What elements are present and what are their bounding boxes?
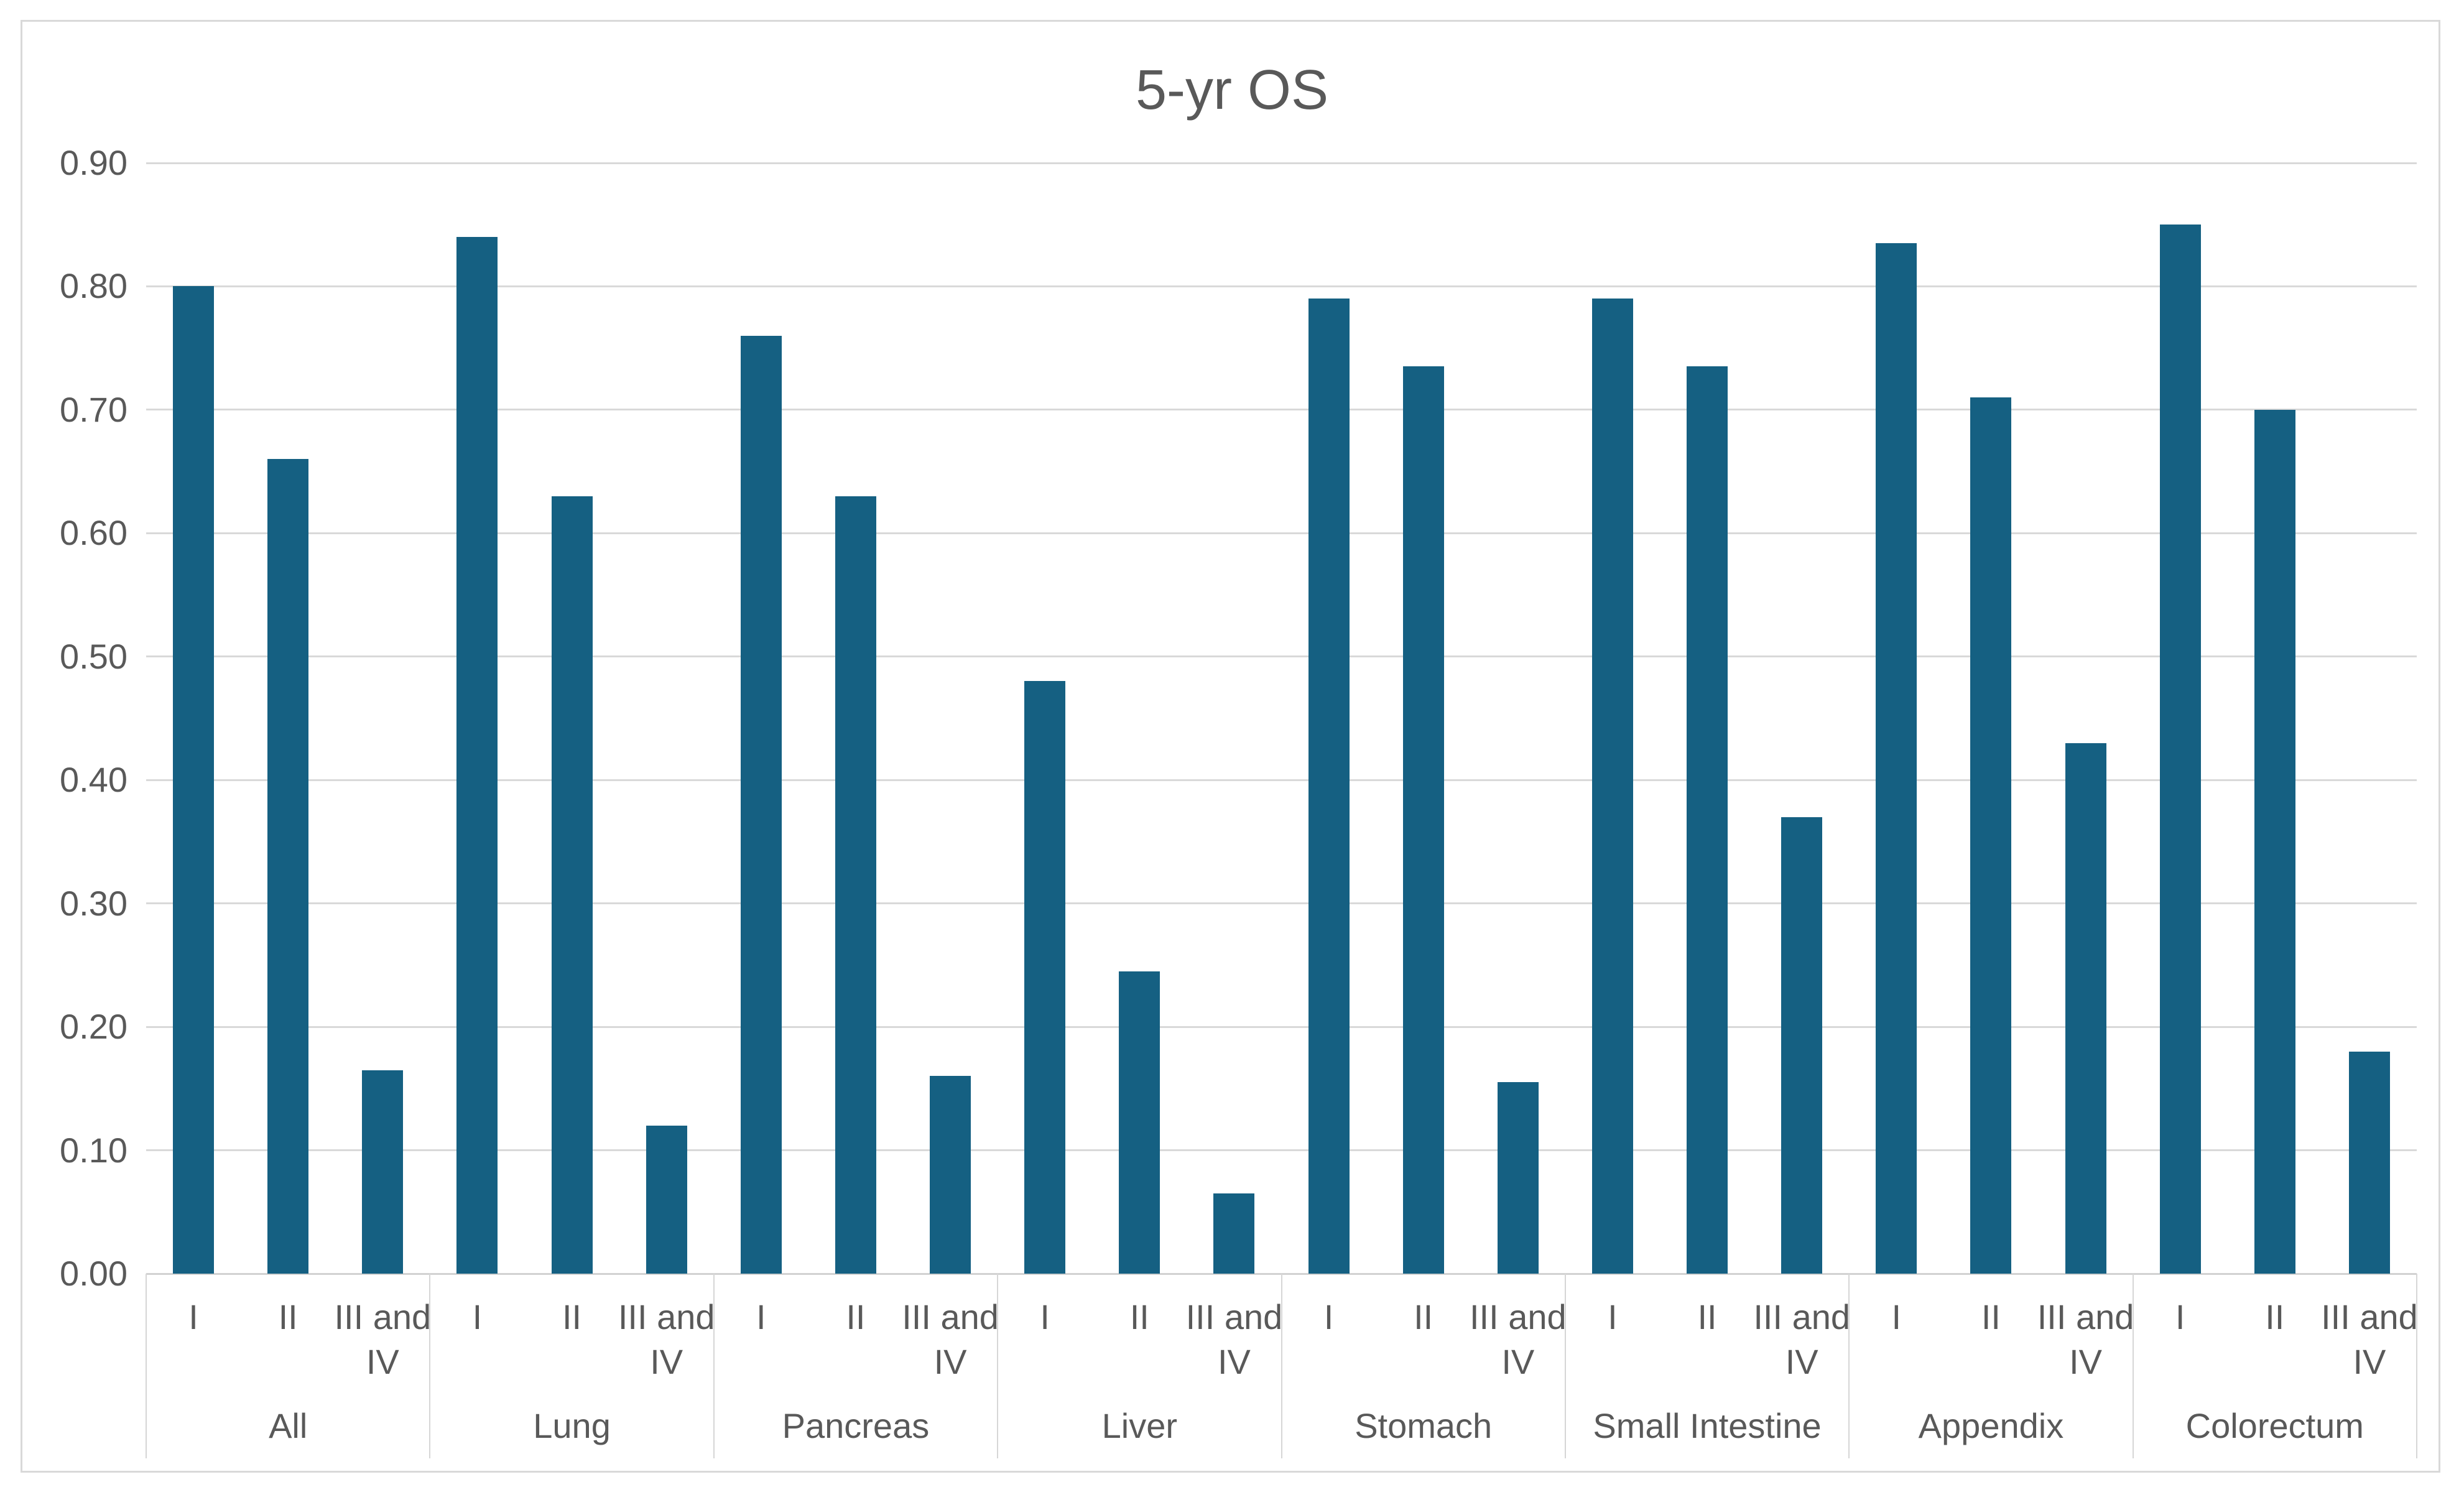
bar-colorectum-iii-and-iv [2348,1051,2390,1274]
stage-label: III and IV [1469,1297,1567,1381]
gridline [146,902,2417,905]
category-divider [1848,1274,1850,1458]
bar-small-intestine-iii-and-iv [1781,817,1823,1274]
bar-colorectum-i [2159,225,2201,1274]
bar-all-ii [267,459,309,1274]
stage-label: I [472,1297,483,1336]
y-axis-tick-label: 0.20 [60,1007,127,1047]
category-label: Pancreas [782,1406,930,1445]
stage-label: III and IV [1185,1297,1283,1381]
category-divider [2132,1274,2134,1458]
y-axis-tick-label: 0.40 [60,760,127,800]
y-axis-tick-label: 0.70 [60,389,127,429]
gridline [146,779,2417,781]
stage-label: III and IV [1753,1297,1851,1381]
bar-small-intestine-ii [1687,366,1728,1274]
stage-label: I [2175,1297,2185,1336]
category-divider [1281,1274,1282,1458]
gridline [146,162,2417,164]
bar-stomach-iii-and-iv [1497,1082,1539,1274]
bar-appendix-i [1876,243,1917,1274]
stage-label: III and IV [334,1297,432,1381]
y-axis-tick-label: 0.50 [60,636,127,676]
stage-label: III and IV [902,1297,999,1381]
bar-lung-i [456,237,498,1274]
bar-appendix-iii-and-iv [2065,743,2106,1274]
stage-label: II [2265,1297,2285,1336]
gridline [146,285,2417,287]
category-divider [997,1274,999,1458]
gridline [146,532,2417,534]
stage-label: I [1323,1297,1334,1336]
category-divider [429,1274,431,1458]
bar-liver-ii [1119,971,1160,1274]
stage-label: III and IV [2037,1297,2134,1381]
stage-label: II [562,1297,582,1336]
bar-all-i [173,286,215,1274]
bar-appendix-ii [1970,397,2012,1274]
stage-label: I [1891,1297,1902,1336]
category-label: Appendix [1918,1406,2064,1445]
stage-label: II [1129,1297,1149,1336]
category-label: Colorectum [2185,1406,2364,1445]
bar-all-iii-and-iv [362,1070,404,1274]
y-axis-tick-label: 0.30 [60,883,127,923]
bar-lung-iii-and-iv [646,1125,687,1274]
bar-pancreas-i [740,335,782,1274]
y-axis-tick-label: 0.80 [60,266,127,306]
y-axis-tick-label: 0.60 [60,513,127,553]
bar-stomach-i [1308,299,1350,1274]
stage-label: II [1981,1297,2001,1336]
category-label: Stomach [1355,1406,1493,1445]
gridline [146,1149,2417,1152]
stage-label: I [1040,1297,1050,1336]
bar-stomach-ii [1402,366,1444,1274]
stage-label: II [846,1297,866,1336]
gridline [146,1026,2417,1028]
stage-label: III and IV [618,1297,715,1381]
category-label: Small Intestine [1593,1406,1822,1445]
bar-pancreas-ii [835,496,876,1274]
y-axis-tick-label: 0.90 [60,143,127,182]
stage-label: III and IV [2321,1297,2418,1381]
stage-label: I [1608,1297,1618,1336]
category-label: Liver [1101,1406,1177,1445]
y-axis-tick-label: 0.00 [60,1254,127,1293]
gridline [146,655,2417,658]
bar-small-intestine-i [1591,299,1633,1274]
bar-liver-iii-and-iv [1213,1193,1255,1274]
category-label: All [269,1406,308,1445]
category-divider [713,1274,715,1458]
gridline [146,409,2417,411]
stage-label: II [1414,1297,1433,1336]
category-divider [146,1274,147,1458]
bar-pancreas-iii-and-iv [930,1076,971,1274]
stage-label: I [756,1297,766,1336]
chart-title: 5-yr OS [1135,59,1329,121]
stage-label: I [188,1297,198,1336]
bar-colorectum-ii [2254,409,2295,1274]
y-axis-tick-label: 0.10 [60,1130,127,1170]
category-divider [1564,1274,1566,1458]
stage-label: II [278,1297,298,1336]
category-label: Lung [533,1406,611,1445]
bar-liver-i [1024,681,1066,1274]
bar-lung-ii [551,496,593,1274]
category-divider [2416,1274,2417,1458]
stage-label: II [1697,1297,1717,1336]
